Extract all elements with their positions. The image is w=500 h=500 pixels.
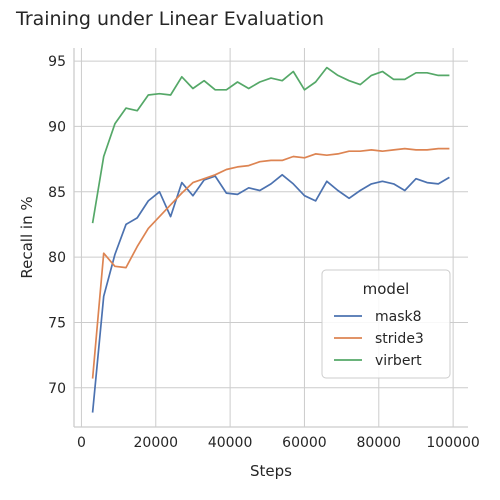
legend-box xyxy=(321,269,451,379)
y-tick-label: 85 xyxy=(48,185,66,201)
series-line-stride3 xyxy=(91,147,450,379)
x-tick-label: 0 xyxy=(77,435,86,451)
y-tick-label: 70 xyxy=(48,381,66,397)
chart-title: Training under Linear Evaluation xyxy=(15,8,324,30)
legend-entry-mask8: mask8 xyxy=(375,309,422,325)
legend-title: model xyxy=(363,280,410,298)
x-tick-label: 100000 xyxy=(426,435,479,451)
x-tick-label: 40000 xyxy=(208,435,253,451)
y-tick-label: 95 xyxy=(48,54,66,70)
x-tick-label: 80000 xyxy=(357,435,402,451)
series-line-virbert xyxy=(91,66,450,224)
x-ticks: 0 20000 40000 60000 80000 100000 xyxy=(77,435,480,451)
axes xyxy=(73,48,468,428)
y-tick-label: 75 xyxy=(48,315,66,331)
x-tick-label: 20000 xyxy=(134,435,179,451)
series-lines xyxy=(91,66,450,413)
legend: model mask8 stride3 virbert xyxy=(321,269,451,379)
x-axis-label: Steps xyxy=(250,462,292,480)
y-tick-label: 90 xyxy=(48,119,66,135)
series-line-mask8 xyxy=(91,173,450,413)
grid xyxy=(74,48,468,427)
x-tick-label: 60000 xyxy=(282,435,327,451)
y-ticks: 70 75 80 85 90 95 xyxy=(48,54,66,397)
y-tick-label: 80 xyxy=(48,250,66,266)
legend-entry-stride3: stride3 xyxy=(375,331,424,347)
y-axis-label: Recall in % xyxy=(18,196,36,278)
legend-entry-virbert: virbert xyxy=(375,353,422,369)
